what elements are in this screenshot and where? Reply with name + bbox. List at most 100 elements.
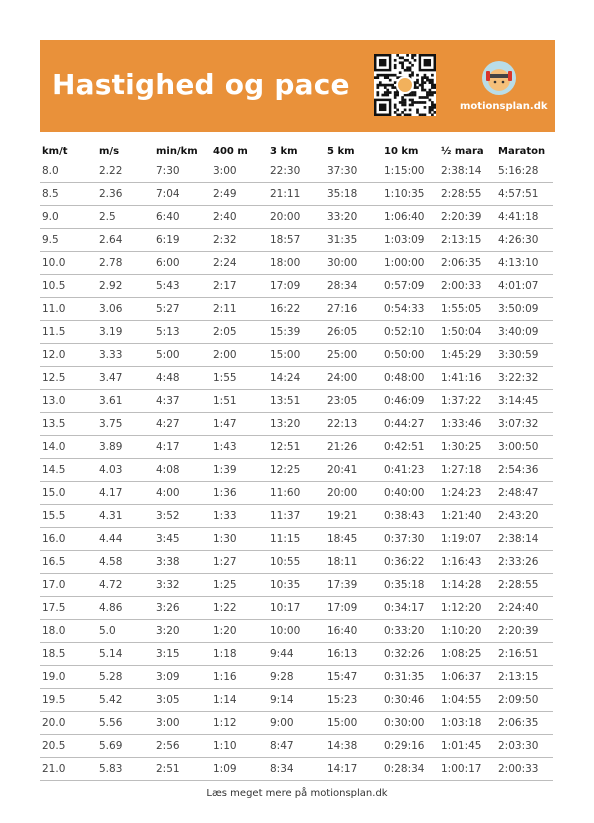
table-row: 17.5 4.86 3:26 1:22 10:17 17:09 0:34:17 1:12:20… <box>40 596 553 620</box>
table-cell: 2:24 <box>211 251 268 275</box>
table-cell: 1:10:35 <box>382 182 439 206</box>
table-cell: 3:45 <box>154 527 211 551</box>
table-cell: 4.58 <box>97 550 154 574</box>
table-cell: 9:28 <box>268 665 325 689</box>
table-cell: 2:33:26 <box>496 550 553 574</box>
table-row: 18.5 5.14 3:15 1:18 9:44 16:13 0:32:26 1:08:25 2… <box>40 642 553 666</box>
table-cell: 0:29:16 <box>382 734 439 758</box>
table-cell: 15:39 <box>268 320 325 344</box>
table-cell: 14.5 <box>40 458 97 482</box>
table-cell: 4:37 <box>154 389 211 413</box>
table-cell: 0:33:20 <box>382 619 439 643</box>
table-row: 14.0 3.89 4:17 1:43 12:51 21:26 0:42:51 1:30:25… <box>40 435 553 459</box>
table-cell: 5.42 <box>97 688 154 712</box>
table-cell: 13.5 <box>40 412 97 436</box>
table-cell: 0:46:09 <box>382 389 439 413</box>
table-cell: 5.0 <box>97 619 154 643</box>
table-cell: 3:32 <box>154 573 211 597</box>
table-cell: 10:00 <box>268 619 325 643</box>
table-cell: 3:30:59 <box>496 343 553 367</box>
table-cell: 21:11 <box>268 182 325 206</box>
table-cell: 2:13:15 <box>439 228 496 252</box>
table-row: 18.0 5.0 3:20 1:20 10:00 16:40 0:33:20 1:10:20 2… <box>40 619 553 643</box>
table-cell: 2:32 <box>211 228 268 252</box>
table-cell: 8.0 <box>40 160 97 183</box>
table-cell: 1:03:18 <box>439 711 496 735</box>
table-cell: 1:41:16 <box>439 366 496 390</box>
column-header: Maraton <box>498 145 546 157</box>
table-cell: 16:22 <box>268 297 325 321</box>
table-row: 19.5 5.42 3:05 1:14 9:14 15:23 0:30:46 1:04:55 2… <box>40 688 553 712</box>
table-cell: 18.0 <box>40 619 97 643</box>
table-cell: 12.5 <box>40 366 97 390</box>
table-cell: 1:55:05 <box>439 297 496 321</box>
table-cell: 15.5 <box>40 504 97 528</box>
table-cell: 0:40:00 <box>382 481 439 505</box>
table-cell: 15:00 <box>325 711 382 735</box>
table-cell: 28:34 <box>325 274 382 298</box>
header-banner: Hastighed og pace motionsplan.dk <box>40 40 555 132</box>
table-cell: 4:17 <box>154 435 211 459</box>
table-cell: 6:19 <box>154 228 211 252</box>
footer-text: Læs meget mere på motionsplan.dk <box>206 788 388 799</box>
table-cell: 4.03 <box>97 458 154 482</box>
table-cell: 2:54:36 <box>496 458 553 482</box>
table-cell: 2:16:51 <box>496 642 553 666</box>
table-cell: 7:30 <box>154 160 211 183</box>
table-cell: 18:45 <box>325 527 382 551</box>
table-cell: 10:55 <box>268 550 325 574</box>
table-cell: 15.0 <box>40 481 97 505</box>
table-cell: 0:30:00 <box>382 711 439 735</box>
table-cell: 3:00:50 <box>496 435 553 459</box>
table-cell: 4:57:51 <box>496 182 553 206</box>
table-row: 10.0 2.78 6:00 2:24 18:00 30:00 1:00:00 2:06:35… <box>40 251 553 275</box>
table-cell: 6:00 <box>154 251 211 275</box>
table-cell: 20.0 <box>40 711 97 735</box>
table-cell: 17:09 <box>325 596 382 620</box>
table-cell: 1:27 <box>211 550 268 574</box>
table-cell: 1:50:04 <box>439 320 496 344</box>
column-header: ½ mara <box>441 145 484 157</box>
table-cell: 3:20 <box>154 619 211 643</box>
table-cell: 8:47 <box>268 734 325 758</box>
table-cell: 10.0 <box>40 251 97 275</box>
table-cell: 35:18 <box>325 182 382 206</box>
table-cell: 1:25 <box>211 573 268 597</box>
table-cell: 3:15 <box>154 642 211 666</box>
table-cell: 24:00 <box>325 366 382 390</box>
table-cell: 0:52:10 <box>382 320 439 344</box>
table-cell: 20:00 <box>325 481 382 505</box>
brand-name[interactable]: motionsplan.dk <box>460 101 548 112</box>
table-cell: 5:43 <box>154 274 211 298</box>
table-row: 20.5 5.69 2:56 1:10 8:47 14:38 0:29:16 1:01:45 2… <box>40 734 553 758</box>
table-cell: 1:04:55 <box>439 688 496 712</box>
table-row: 20.0 5.56 3:00 1:12 9:00 15:00 0:30:00 1:03:18 2… <box>40 711 553 735</box>
table-row: 9.0 2.5 6:40 2:40 20:00 33:20 1:06:40 2:20:39 4:… <box>40 205 553 229</box>
table-cell: 1:36 <box>211 481 268 505</box>
table-cell: 5.56 <box>97 711 154 735</box>
table-row: 13.5 3.75 4:27 1:47 13:20 22:13 0:44:27 1:33:46… <box>40 412 553 436</box>
table-cell: 1:16 <box>211 665 268 689</box>
table-cell: 0:31:35 <box>382 665 439 689</box>
table-cell: 19.5 <box>40 688 97 712</box>
table-cell: 1:27:18 <box>439 458 496 482</box>
table-cell: 1:00:00 <box>382 251 439 275</box>
table-cell: 3:40:09 <box>496 320 553 344</box>
table-cell: 14:24 <box>268 366 325 390</box>
table-cell: 4:01:07 <box>496 274 553 298</box>
table-row: 19.0 5.28 3:09 1:16 9:28 15:47 0:31:35 1:06:37 2… <box>40 665 553 689</box>
table-cell: 4.72 <box>97 573 154 597</box>
table-cell: 2:00:33 <box>439 274 496 298</box>
table-cell: 3.89 <box>97 435 154 459</box>
table-cell: 0:28:34 <box>382 757 439 781</box>
table-cell: 17:39 <box>325 573 382 597</box>
table-cell: 10:35 <box>268 573 325 597</box>
table-cell: 2:09:50 <box>496 688 553 712</box>
table-cell: 4.86 <box>97 596 154 620</box>
table-cell: 3:05 <box>154 688 211 712</box>
table-cell: 37:30 <box>325 160 382 183</box>
table-cell: 0:54:33 <box>382 297 439 321</box>
table-row: 16.5 4.58 3:38 1:27 10:55 18:11 0:36:22 1:16:43… <box>40 550 553 574</box>
table-body: 8.0 2.22 7:30 3:00 22:30 37:30 1:15:00 2:38:14 5… <box>40 160 553 781</box>
table-cell: 30:00 <box>325 251 382 275</box>
